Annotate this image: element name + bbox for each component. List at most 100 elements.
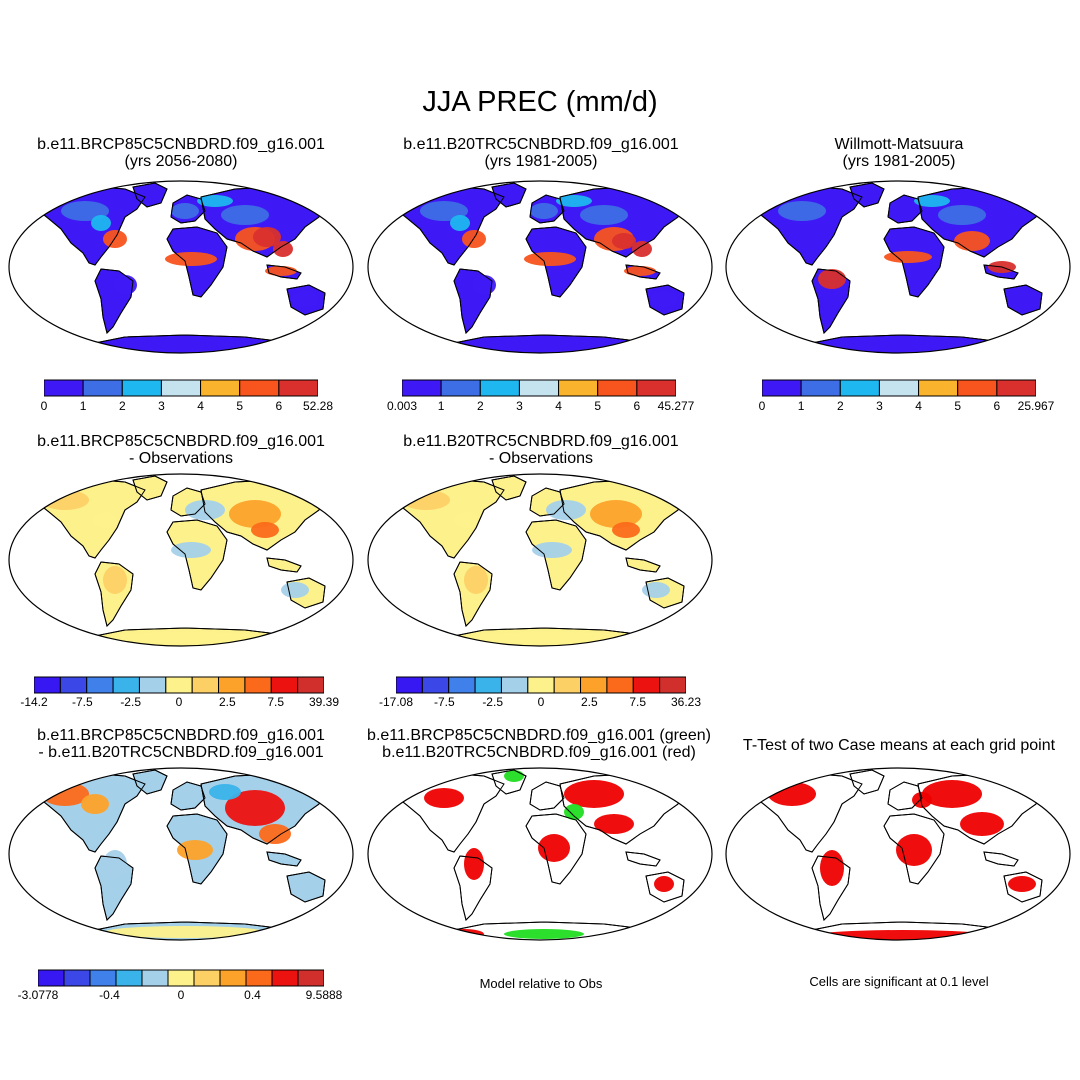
field-patch xyxy=(103,230,127,248)
panel-6-title-line1: b.e11.BRCP85C5CNBDRD.f09_g16.001 xyxy=(37,727,325,744)
field-patch xyxy=(960,812,1004,836)
colorbar-tick-label: 5 xyxy=(594,399,602,413)
field-patch xyxy=(632,241,652,257)
colorbar-tick-label: 7.5 xyxy=(267,695,284,709)
colorbar-swatch xyxy=(421,676,450,694)
field-patch xyxy=(896,834,932,866)
colorbar-swatch xyxy=(297,969,324,987)
colorbar-tick-label: 6 xyxy=(993,399,1001,413)
colorbar-swatch xyxy=(918,379,959,397)
panel-3-title: Willmott-Matsuura (yrs 1981-2005) xyxy=(718,136,1080,170)
coastline-europe xyxy=(170,487,206,517)
colorbar-tick-label: 4 xyxy=(555,399,562,413)
colorbar-tick-label: 39.39 xyxy=(308,695,340,709)
panel-4-title-line2: - Observations xyxy=(128,450,234,467)
colorbar-swatch xyxy=(167,969,195,987)
colorbar-swatch xyxy=(271,969,299,987)
coastline-europe xyxy=(170,781,206,811)
colorbar-swatch xyxy=(632,676,661,694)
coastline-southAmerica xyxy=(453,268,493,334)
colorbar-tick-label: 5 xyxy=(236,399,244,413)
panel-5-title: b.e11.B20TRC5CNBDRD.f09_g16.001 - Observ… xyxy=(360,433,722,467)
colorbar-swatch xyxy=(89,969,117,987)
field-patch xyxy=(530,203,558,219)
colorbar-tick-label: 0 xyxy=(175,695,183,709)
colorbar-swatch xyxy=(191,676,220,694)
field-patch xyxy=(818,269,846,289)
field-patch xyxy=(624,266,656,276)
colorbar-tick-label: -3.0778 xyxy=(17,988,59,1002)
coastline-australia xyxy=(286,284,326,316)
coastline-southAmerica xyxy=(94,268,134,334)
colorbar-tick-label: 3 xyxy=(158,399,165,413)
colorbar-panel-2 xyxy=(402,379,676,397)
coastline-greenland xyxy=(132,475,168,501)
map-panel-3 xyxy=(725,180,1071,354)
field-patch xyxy=(165,252,217,266)
colorbar-swatch xyxy=(34,676,61,694)
field-patch xyxy=(113,275,137,295)
panel-7-title-line1: b.e11.BRCP85C5CNBDRD.f09_g16.001 (green) xyxy=(367,727,711,744)
colorbar-tick-label: 4 xyxy=(197,399,204,413)
field-patch xyxy=(81,794,109,814)
colorbar-tick-label: 2 xyxy=(118,399,126,413)
coastline-australia xyxy=(1003,871,1043,903)
colorbar-swatch xyxy=(396,676,423,694)
field-patch xyxy=(462,230,486,248)
colorbar-swatch xyxy=(606,676,634,694)
field-patch xyxy=(281,582,309,598)
colorbar-swatch xyxy=(86,676,114,694)
field-patch xyxy=(171,203,199,219)
field-patch xyxy=(209,784,241,800)
panel-6-title-line2: - b.e11.B20TRC5CNBDRD.f09_g16.001 xyxy=(38,744,324,761)
coastline-indonesia xyxy=(983,851,1019,867)
colorbar-swatch xyxy=(239,379,280,397)
field-patch xyxy=(197,195,233,207)
coastline-northAmerica xyxy=(755,186,863,266)
field-patch xyxy=(464,848,484,880)
panel-6-title: b.e11.BRCP85C5CNBDRD.f09_g16.001 - b.e11… xyxy=(0,727,362,761)
field-patch xyxy=(93,512,117,528)
map-panel-6 xyxy=(8,767,354,941)
coastline-australia xyxy=(1003,284,1043,316)
field-patch xyxy=(229,500,281,528)
panel-1-title: b.e11.BRCP85C5CNBDRD.f09_g16.001 (yrs 20… xyxy=(0,136,362,170)
colorbar-tick-label: 3 xyxy=(876,399,883,413)
colorbar-swatch xyxy=(762,379,802,397)
panel-4-title-line1: b.e11.BRCP85C5CNBDRD.f09_g16.001 xyxy=(37,433,325,450)
colorbar-swatch xyxy=(553,676,582,694)
colorbar-swatch xyxy=(636,379,676,397)
coastline-africa xyxy=(525,519,587,591)
colorbar-panel-1 xyxy=(44,379,318,397)
coastline-indonesia xyxy=(625,264,661,280)
field-patch xyxy=(450,215,470,231)
coastline-northAmerica xyxy=(38,186,146,266)
field-patch xyxy=(251,522,279,538)
colorbar-tick-label: 3 xyxy=(516,399,523,413)
map-panel-1 xyxy=(8,180,354,354)
colorbar-tick-label: -7.5 xyxy=(433,695,455,709)
colorbar-swatch xyxy=(63,969,91,987)
panel-8-title: T-Test of two Case means at each grid po… xyxy=(718,737,1080,754)
colorbar-tick-label: 2.5 xyxy=(218,695,236,709)
coastline-northAmerica xyxy=(755,773,863,853)
panel-8-title-line1: T-Test of two Case means at each grid po… xyxy=(742,737,1056,754)
colorbar-swatch xyxy=(160,379,202,397)
coastline-southAmerica xyxy=(94,855,134,921)
colorbar-panel-3 xyxy=(762,379,1036,397)
colorbar-swatch xyxy=(138,676,167,694)
field-patch xyxy=(938,205,986,225)
colorbar-panel-1-labels: 0 1 2 3 4 5 6 52.28 xyxy=(41,399,333,415)
coastline-indonesia xyxy=(266,851,302,867)
coastline-europe xyxy=(887,194,923,224)
field-patch xyxy=(914,195,950,207)
panel-3-title-line1: Willmott-Matsuura xyxy=(834,136,964,153)
colorbar-swatch xyxy=(270,676,299,694)
colorbar-panel-6 xyxy=(38,969,324,987)
colorbar-tick-label: 9.5888 xyxy=(305,988,343,1002)
field-patch xyxy=(273,241,293,257)
colorbar-swatch xyxy=(278,379,318,397)
coastline-africa xyxy=(166,519,228,591)
colorbar-swatch xyxy=(800,379,841,397)
field-patch xyxy=(424,788,464,808)
